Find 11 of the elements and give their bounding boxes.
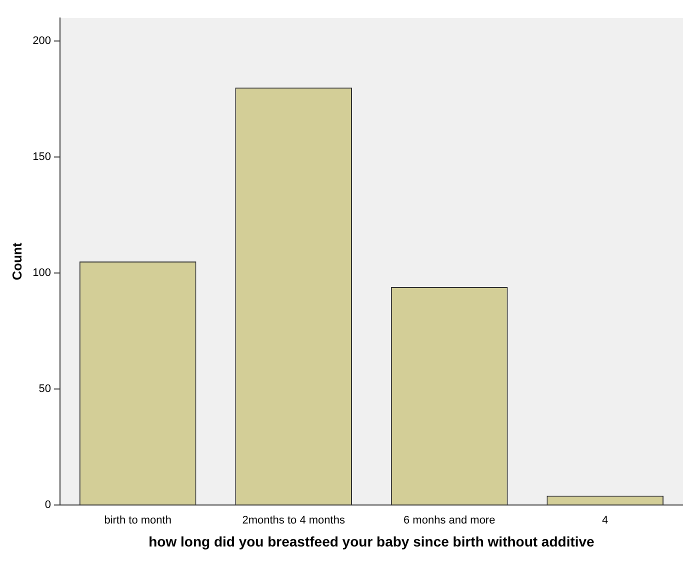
x-axis-title: how long did you breastfeed your baby since birth without additive: [148, 533, 595, 550]
x-tick-label: 4: [602, 514, 608, 527]
y-tick-label: 50: [38, 383, 51, 396]
y-tick-label: 0: [44, 499, 51, 512]
x-tick-label: 2months to 4 months: [242, 514, 346, 527]
x-tick-label: birth to month: [104, 514, 172, 527]
y-axis-title: Count: [9, 242, 24, 280]
x-tick-label: 6 monhs and more: [404, 514, 496, 527]
y-tick-label: 100: [32, 267, 51, 280]
y-tick-label: 200: [32, 35, 51, 48]
y-tick-label: 150: [32, 151, 51, 164]
